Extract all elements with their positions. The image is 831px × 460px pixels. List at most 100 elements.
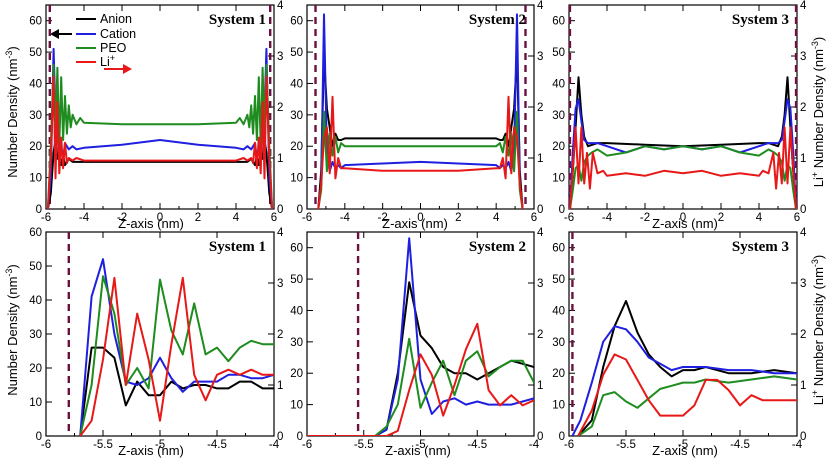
y2-tick-label: 2 bbox=[277, 102, 283, 114]
x-tick-label: -2 bbox=[378, 212, 388, 224]
y-tick-label: 0 bbox=[36, 431, 42, 443]
y-tick-label: 10 bbox=[290, 400, 303, 412]
series-liplus bbox=[317, 95, 524, 209]
plot-frame bbox=[568, 4, 798, 210]
xlabel-bottom-2: Z-axis (nm) bbox=[385, 443, 451, 458]
y2-tick-label: 1 bbox=[800, 153, 806, 165]
xlabel-top-2: Z-axis (nm) bbox=[382, 216, 448, 231]
series-cation bbox=[317, 13, 524, 209]
legend-entry-li: Li+ bbox=[76, 53, 132, 74]
y-tick-label: 10 bbox=[290, 173, 303, 185]
panel-title: System 2 bbox=[469, 239, 526, 255]
svg-text:Li+: Li+ bbox=[100, 53, 115, 69]
series-anion bbox=[46, 139, 274, 209]
y-tick-label: 20 bbox=[29, 363, 42, 375]
x-tick-label: -4 bbox=[602, 212, 613, 224]
y2-tick-label: 2 bbox=[800, 329, 806, 341]
series-group bbox=[571, 300, 797, 436]
y-tick-label: 50 bbox=[290, 47, 303, 59]
y-tick-label: 20 bbox=[290, 141, 303, 153]
y-tick-label: 60 bbox=[29, 16, 42, 28]
y2-tick-label: 2 bbox=[800, 102, 806, 114]
svg-text:PEO: PEO bbox=[100, 41, 127, 55]
series-group bbox=[46, 47, 274, 209]
series-peo bbox=[46, 63, 274, 209]
y-tick-label: 50 bbox=[552, 47, 565, 59]
series-anion bbox=[569, 76, 797, 209]
series-anion bbox=[577, 300, 797, 436]
y-tick-label: 20 bbox=[290, 368, 303, 380]
ylabel-left-bottom: Number Density (nm-3) bbox=[4, 264, 20, 396]
y-tick-label: 50 bbox=[552, 274, 565, 286]
series-liplus bbox=[577, 353, 797, 436]
plot-frame bbox=[568, 231, 798, 437]
y2-tick-label: 4 bbox=[277, 227, 284, 239]
series-peo bbox=[307, 337, 534, 436]
x-tick-label: 0 bbox=[680, 212, 686, 224]
series-anion bbox=[307, 281, 534, 436]
y2-tick-label: 1 bbox=[277, 380, 283, 392]
x-tick-label: 4 bbox=[493, 212, 500, 224]
y-tick-label: 40 bbox=[552, 78, 565, 90]
panel-title: System 3 bbox=[732, 239, 789, 255]
legend-entry-anion: Anion bbox=[76, 12, 132, 26]
panel-title: System 1 bbox=[209, 12, 266, 28]
y-tick-label: 0 bbox=[297, 431, 303, 443]
x-tick-label: 6 bbox=[271, 212, 277, 224]
y-tick-label: 0 bbox=[36, 204, 42, 216]
y2-tick-label: 3 bbox=[537, 278, 543, 290]
x-tick-label: -5 bbox=[415, 439, 425, 451]
x-tick-label: -4 bbox=[269, 439, 280, 451]
y2-tick-label: 0 bbox=[800, 204, 806, 216]
x-tick-label: -4 bbox=[529, 439, 540, 451]
x-tick-label: 0 bbox=[157, 212, 163, 224]
y-tick-label: 60 bbox=[552, 243, 565, 255]
y-tick-label: 0 bbox=[559, 204, 565, 216]
y2-tick-label: 0 bbox=[277, 204, 283, 216]
plot-frame bbox=[45, 231, 275, 437]
y-tick-label: 20 bbox=[552, 141, 565, 153]
series-group bbox=[307, 237, 534, 436]
y2-tick-label: 4 bbox=[537, 227, 544, 239]
series-peo bbox=[569, 145, 797, 209]
panel-title: System 3 bbox=[732, 12, 789, 28]
x-tick-label: -4.5 bbox=[730, 439, 750, 451]
x-tick-label: -2 bbox=[117, 212, 127, 224]
y2-tick-label: 1 bbox=[537, 380, 543, 392]
y2-tick-label: 4 bbox=[800, 227, 807, 239]
y-tick-label: 10 bbox=[29, 397, 42, 409]
y2-tick-label: 0 bbox=[277, 431, 283, 443]
x-tick-label: 6 bbox=[531, 212, 537, 224]
y-tick-label: 40 bbox=[552, 305, 565, 317]
y-tick-label: 40 bbox=[29, 78, 42, 90]
y-tick-label: 30 bbox=[552, 337, 565, 349]
y2-tick-label: 0 bbox=[537, 204, 543, 216]
x-tick-label: -6 bbox=[41, 439, 51, 451]
x-tick-label: -4 bbox=[79, 212, 90, 224]
y2-tick-label: 3 bbox=[537, 51, 543, 63]
xlabel-bottom-3: Z-axis (nm) bbox=[652, 443, 718, 458]
x-tick-label: -5 bbox=[678, 439, 688, 451]
x-tick-label: -4 bbox=[340, 212, 351, 224]
ylabel-right-top: Li+ Number Density (nm-3) bbox=[810, 37, 826, 188]
x-tick-label: -6 bbox=[564, 439, 574, 451]
x-tick-label: -5.5 bbox=[354, 439, 374, 451]
x-tick-label: -5.5 bbox=[616, 439, 636, 451]
series-anion bbox=[317, 54, 524, 209]
series-group bbox=[317, 13, 524, 209]
svg-text:Anion: Anion bbox=[100, 12, 132, 26]
y2-tick-label: 0 bbox=[537, 431, 543, 443]
y-tick-label: 10 bbox=[552, 173, 565, 185]
y-tick-label: 20 bbox=[29, 141, 42, 153]
y2-tick-label: 4 bbox=[537, 0, 544, 12]
x-tick-label: -4.5 bbox=[467, 439, 487, 451]
x-tick-label: -6 bbox=[302, 439, 312, 451]
series-peo bbox=[79, 275, 274, 436]
y2-tick-label: 4 bbox=[277, 0, 284, 12]
x-tick-label: -6 bbox=[302, 212, 312, 224]
